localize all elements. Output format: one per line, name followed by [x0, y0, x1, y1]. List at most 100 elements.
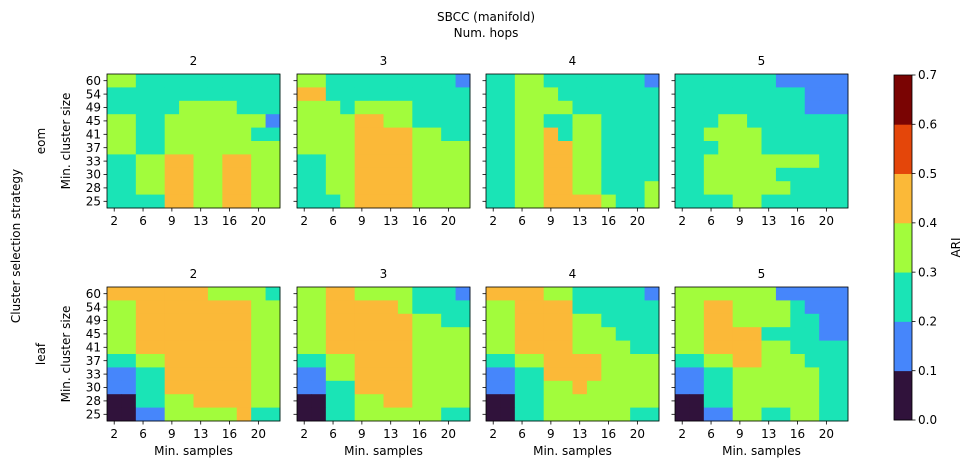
heatmap-cell	[775, 87, 791, 102]
heatmap-cell	[689, 407, 705, 422]
heatmap-cell	[775, 181, 791, 195]
heatmap-cell	[761, 194, 777, 209]
heatmap-cell	[500, 154, 516, 169]
heatmap-cell	[193, 127, 209, 142]
heatmap-cell	[775, 327, 791, 341]
heatmap-cell	[297, 87, 312, 102]
heatmap-cell	[121, 167, 137, 182]
heatmap-cell	[426, 154, 442, 169]
heatmap-cell	[718, 194, 734, 209]
heatmap-cell	[804, 354, 820, 368]
heatmap-cell	[455, 300, 471, 315]
heatmap-cell	[121, 407, 137, 422]
heatmap-cell	[675, 367, 690, 382]
heatmap-cell	[558, 287, 573, 301]
heatmap-cell	[369, 154, 384, 169]
heatmap-cell	[732, 394, 748, 408]
heatmap-cell	[135, 287, 151, 301]
heatmap-cell	[644, 181, 660, 195]
heatmap-cell	[718, 313, 734, 328]
heatmap-cell	[121, 154, 137, 169]
heatmap-cell	[775, 100, 791, 115]
heatmap-cell	[819, 100, 834, 115]
heatmap-cell	[340, 327, 356, 341]
heatmap-cell	[455, 380, 471, 395]
heatmap-cell	[572, 313, 588, 328]
heatmap-cell	[601, 167, 617, 182]
heatmap-cell	[558, 154, 573, 169]
heatmap-cell	[500, 367, 516, 382]
heatmap-cell	[703, 287, 719, 301]
heatmap-cell	[150, 394, 166, 408]
heatmap-cell	[703, 394, 719, 408]
heatmap-cell	[514, 181, 530, 195]
heatmap-cell	[121, 100, 137, 115]
y-tick-label: 54	[86, 300, 101, 314]
heatmap-cell	[455, 127, 471, 142]
heatmap-cell	[529, 287, 545, 301]
heatmap-cell	[340, 167, 356, 182]
heatmap-cell	[107, 167, 122, 182]
heatmap-cell	[135, 100, 151, 115]
heatmap-cell	[529, 300, 545, 315]
heatmap-cell	[340, 194, 356, 209]
heatmap-cell	[340, 100, 356, 115]
heatmap-cell	[150, 194, 166, 209]
heatmap-cell	[486, 354, 501, 368]
heatmap-cell	[251, 181, 266, 195]
heatmap-cell	[397, 167, 413, 182]
heatmap-cell	[179, 74, 194, 88]
x-tick-label: 2	[300, 214, 308, 228]
heatmap-cell	[251, 127, 266, 142]
y-tick-label: 49	[86, 314, 101, 328]
heatmap-cell	[747, 100, 762, 115]
heatmap-cell	[164, 367, 180, 382]
heatmap-cell	[529, 167, 545, 182]
heatmap-cell	[586, 407, 602, 422]
heatmap-cell	[514, 114, 530, 128]
heatmap-cell	[572, 141, 588, 155]
heatmap-cell	[718, 74, 734, 88]
heatmap-cell	[833, 367, 849, 382]
heatmap-cell	[689, 141, 705, 155]
heatmap-cell	[500, 141, 516, 155]
colorbar-segment	[894, 124, 912, 174]
heatmap-cell	[703, 194, 719, 209]
heatmap-cell	[164, 354, 180, 368]
heatmap-cell	[179, 407, 194, 422]
heatmap-cell	[369, 340, 384, 355]
heatmap-cell	[718, 181, 734, 195]
heatmap-cell	[718, 114, 734, 128]
heatmap-cell	[441, 127, 456, 142]
heatmap-cell	[601, 340, 617, 355]
heatmap-cell	[297, 74, 312, 88]
heatmap-cell	[297, 141, 312, 155]
heatmap-cell	[193, 367, 209, 382]
heatmap-cell	[689, 340, 705, 355]
x-tick-label: 6	[518, 214, 526, 228]
heatmap-cell	[529, 394, 545, 408]
heatmap-cell	[615, 154, 631, 169]
heatmap-cell	[514, 394, 530, 408]
heatmap-cell	[804, 194, 820, 209]
heatmap-cell	[732, 287, 748, 301]
heatmap-cell	[819, 141, 834, 155]
heatmap-cell	[790, 394, 806, 408]
heatmap-cell	[369, 100, 384, 115]
heatmap-cell	[426, 354, 442, 368]
heatmap-cell	[297, 181, 312, 195]
heatmap-cell	[644, 287, 660, 301]
y-tick-label: 30	[86, 381, 101, 395]
heatmap-cell	[236, 287, 252, 301]
x-tick-label: 20	[819, 427, 834, 441]
heatmap-cell	[543, 394, 559, 408]
heatmap-cell	[601, 313, 617, 328]
heatmap-cell	[340, 141, 356, 155]
heatmap-cell	[179, 340, 194, 355]
heatmap-cell	[297, 327, 312, 341]
heatmap-cell	[311, 154, 327, 169]
heatmap-cell	[179, 127, 194, 142]
heatmap-cell	[586, 354, 602, 368]
heatmap-cell	[718, 300, 734, 315]
heatmap-cell	[207, 300, 223, 315]
